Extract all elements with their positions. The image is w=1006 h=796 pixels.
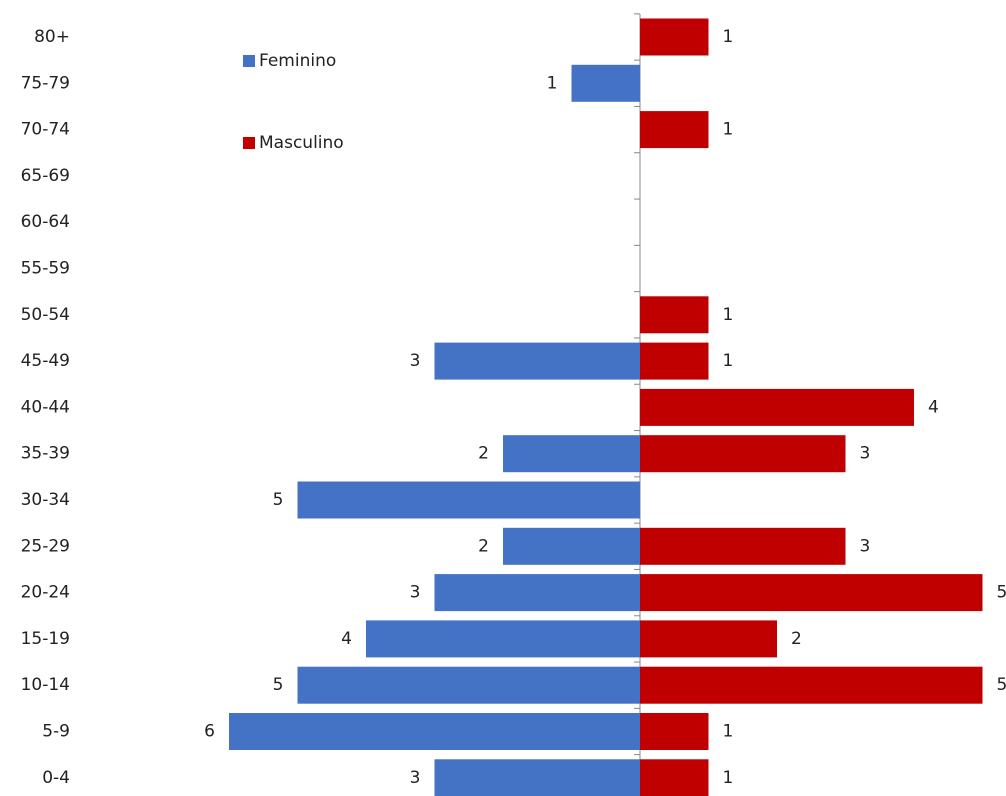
value-label: 1: [723, 120, 734, 140]
value-label: 5: [997, 583, 1006, 603]
value-label: 5: [997, 675, 1006, 695]
y-tick-label: 15-19: [21, 629, 70, 649]
y-tick-label: 60-64: [21, 212, 70, 232]
y-tick-label: 55-59: [21, 259, 70, 279]
bar: [640, 759, 709, 796]
bar: [640, 574, 983, 612]
bar: [640, 111, 709, 149]
y-tick-label: 65-69: [21, 166, 70, 186]
y-tick-label: 20-24: [21, 583, 70, 603]
bar: [640, 713, 709, 750]
y-tick-label: 70-74: [21, 120, 70, 140]
value-label: 1: [723, 305, 734, 325]
y-tick-label: 45-49: [21, 351, 70, 371]
bar: [503, 435, 640, 473]
value-label: 4: [341, 629, 352, 649]
value-label: 1: [723, 722, 734, 742]
value-label: 6: [204, 722, 215, 742]
value-label: 1: [723, 27, 734, 47]
bar: [640, 620, 777, 658]
value-label: 2: [791, 629, 802, 649]
value-label: 3: [410, 351, 421, 371]
legend-label: Feminino: [259, 51, 336, 71]
bar: [434, 574, 640, 612]
value-label: 2: [478, 444, 489, 464]
bar: [434, 759, 640, 796]
y-tick-label: 30-34: [21, 490, 70, 510]
y-tick-label: 10-14: [21, 675, 70, 695]
value-label: 1: [547, 73, 558, 93]
value-label: 3: [410, 768, 421, 788]
bar: [640, 342, 709, 380]
value-label: 1: [723, 768, 734, 788]
legend-swatch: [243, 137, 255, 149]
value-label: 1: [723, 351, 734, 371]
y-tick-label: 35-39: [21, 444, 70, 464]
value-label: 3: [860, 444, 871, 464]
bar: [434, 342, 640, 380]
bar: [229, 713, 640, 750]
y-tick-label: 25-29: [21, 536, 70, 556]
value-label: 2: [478, 536, 489, 556]
bar: [640, 296, 709, 334]
legend-swatch: [243, 55, 255, 67]
bar: [366, 620, 640, 658]
y-tick-label: 80+: [34, 27, 70, 47]
bar: [571, 64, 640, 102]
bar: [640, 435, 846, 473]
y-tick-label: 40-44: [21, 397, 70, 417]
bar: [640, 666, 983, 704]
y-tick-label: 0-4: [42, 768, 70, 788]
value-label: 5: [273, 490, 284, 510]
value-label: 5: [273, 675, 284, 695]
value-label: 3: [860, 536, 871, 556]
bar: [640, 18, 709, 56]
y-tick-label: 50-54: [21, 305, 70, 325]
value-label: 3: [410, 583, 421, 603]
y-tick-label: 75-79: [21, 73, 70, 93]
bar: [297, 481, 640, 519]
bar: [503, 527, 640, 565]
bar: [640, 527, 846, 565]
legend-label: Masculino: [259, 133, 344, 153]
bar: [640, 388, 914, 426]
y-tick-label: 5-9: [42, 722, 70, 742]
value-label: 4: [928, 397, 939, 417]
bar: [297, 666, 640, 704]
